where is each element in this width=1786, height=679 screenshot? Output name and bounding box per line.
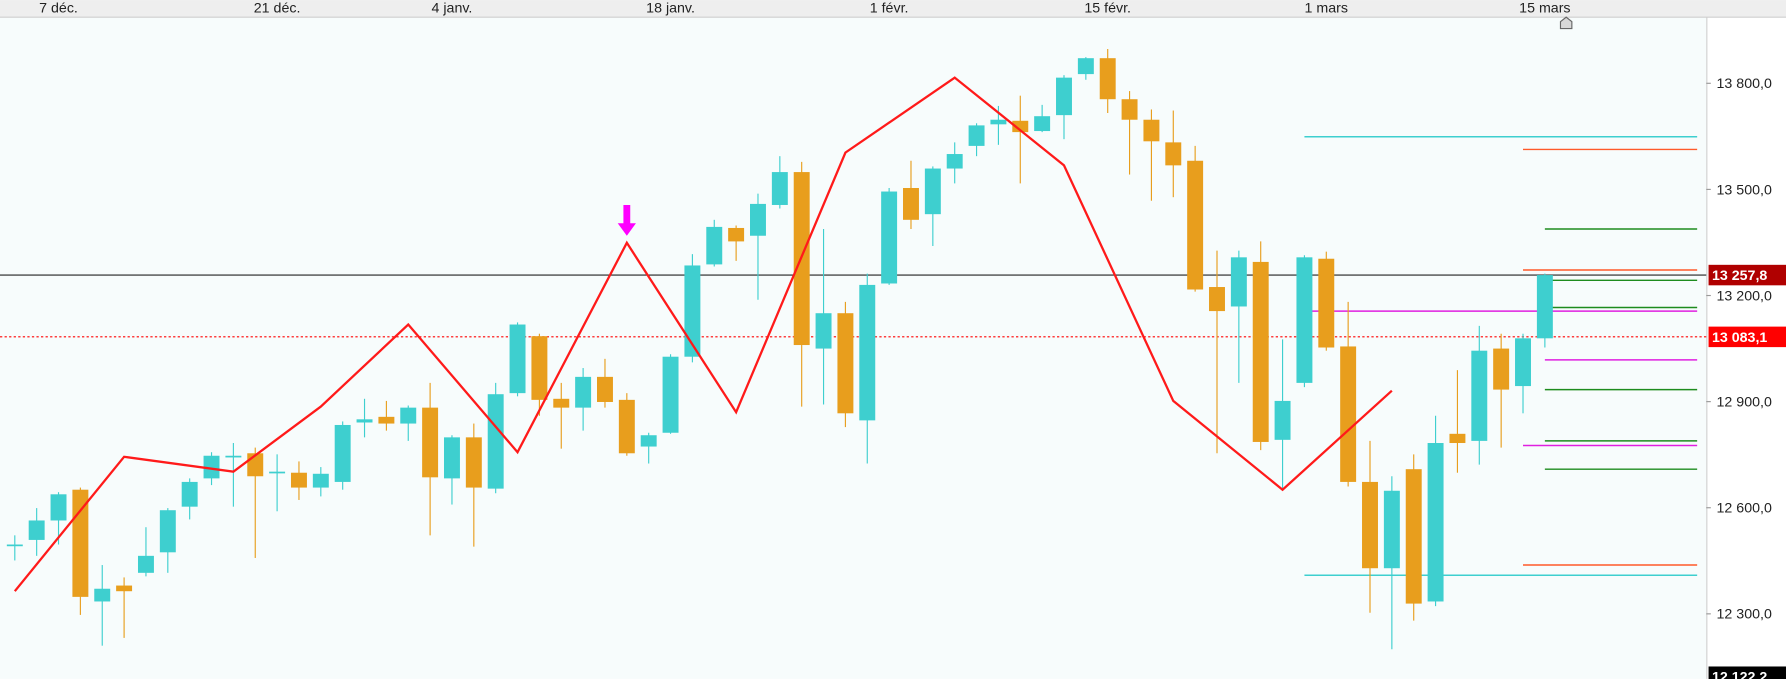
x-tick-label: 1 févr.	[870, 0, 909, 16]
candle-body	[1056, 77, 1072, 116]
candle-body	[50, 494, 67, 521]
candle-body	[1230, 257, 1247, 307]
y-tick-label: 13 200,0	[1717, 288, 1772, 304]
price-tag-label: 13 083,1	[1712, 330, 1767, 346]
date-axis	[0, 0, 1786, 18]
x-tick-label: 15 mars	[1519, 0, 1570, 16]
candle-body	[1383, 490, 1400, 569]
price-tag-label: 12 122,2	[1712, 670, 1767, 679]
candle-body	[1165, 142, 1182, 166]
candle-body	[203, 455, 220, 479]
candle-body	[1536, 275, 1553, 339]
candle-body	[400, 407, 417, 424]
candle-body	[1099, 58, 1116, 100]
candle-body	[684, 265, 701, 357]
candle-body	[968, 125, 985, 146]
candle-body	[181, 481, 198, 507]
candle-body	[1187, 160, 1204, 290]
candle-body	[990, 119, 1007, 125]
candle-body	[1012, 120, 1029, 133]
candle-body	[597, 376, 613, 402]
x-tick-label: 21 déc.	[254, 0, 301, 16]
y-tick-label: 13 800,0	[1717, 76, 1772, 92]
x-tick-label: 1 mars	[1305, 0, 1348, 16]
price-tag-label: 13 257,8	[1712, 268, 1767, 284]
candle-body	[553, 398, 570, 408]
candle-body	[706, 226, 723, 265]
candle-body	[1274, 400, 1291, 440]
candle-body	[924, 168, 941, 215]
candle-body	[28, 520, 45, 540]
candle-body	[859, 284, 876, 421]
candle-body	[531, 336, 548, 400]
candle-body	[443, 437, 460, 479]
candle-body	[137, 555, 154, 573]
candle-body	[465, 437, 482, 488]
candle-body	[771, 172, 788, 205]
candle-body	[1449, 433, 1466, 444]
candle-body	[334, 424, 351, 482]
candle-body	[815, 313, 832, 349]
candle-body	[1077, 58, 1094, 75]
candle-body	[269, 471, 286, 474]
candle-body	[1318, 258, 1335, 348]
y-tick-label: 13 500,0	[1717, 182, 1772, 198]
candle-body	[1471, 350, 1488, 441]
x-tick-label: 15 févr.	[1084, 0, 1131, 16]
candle-body	[1405, 469, 1422, 604]
candle-body	[903, 187, 919, 220]
price-tag	[1708, 666, 1786, 679]
candle-body	[728, 227, 745, 242]
candle-body	[640, 435, 657, 447]
candle-body	[1296, 257, 1313, 383]
candle-body	[422, 407, 439, 478]
candle-body	[356, 419, 373, 423]
candle-body	[1427, 443, 1444, 602]
price-tag	[1708, 264, 1786, 286]
candle-body	[618, 399, 635, 454]
candle-body	[750, 203, 766, 236]
candle-body	[509, 324, 526, 394]
candle-body	[1493, 348, 1510, 390]
candle-body	[487, 394, 504, 489]
home-icon[interactable]	[1559, 16, 1573, 30]
y-tick-label: 12 600,0	[1717, 501, 1772, 517]
candle-body	[312, 473, 329, 488]
candle-body	[159, 510, 176, 553]
candle-body	[881, 191, 898, 284]
candle-body	[1252, 261, 1269, 442]
candle-body	[94, 588, 111, 602]
y-tick-label: 12 900,0	[1717, 395, 1772, 411]
candle-body	[1515, 338, 1531, 387]
candle-body	[1121, 99, 1138, 120]
candle-body	[6, 544, 23, 547]
x-tick-label: 4 janv.	[432, 0, 473, 16]
candle-body	[837, 313, 854, 414]
candle-body	[1143, 119, 1160, 142]
candle-body	[662, 356, 679, 433]
candle-body	[378, 416, 395, 424]
x-tick-label: 7 déc.	[39, 0, 78, 16]
candle-body	[575, 376, 592, 408]
zigzag-line	[13, 76, 1393, 592]
candle-body	[116, 585, 133, 592]
candle-body	[1362, 481, 1378, 569]
candle-body	[1034, 116, 1051, 132]
y-tick-label: 12 300,0	[1717, 607, 1772, 623]
signal-arrow	[617, 204, 636, 236]
price-tag	[1708, 326, 1786, 348]
candle-body	[1340, 346, 1357, 482]
candle-body	[1209, 287, 1225, 312]
candle-body	[946, 154, 963, 169]
x-tick-label: 18 janv.	[646, 0, 695, 16]
candle-body	[290, 472, 307, 488]
candle-body	[225, 455, 242, 458]
candle-body	[72, 489, 89, 597]
